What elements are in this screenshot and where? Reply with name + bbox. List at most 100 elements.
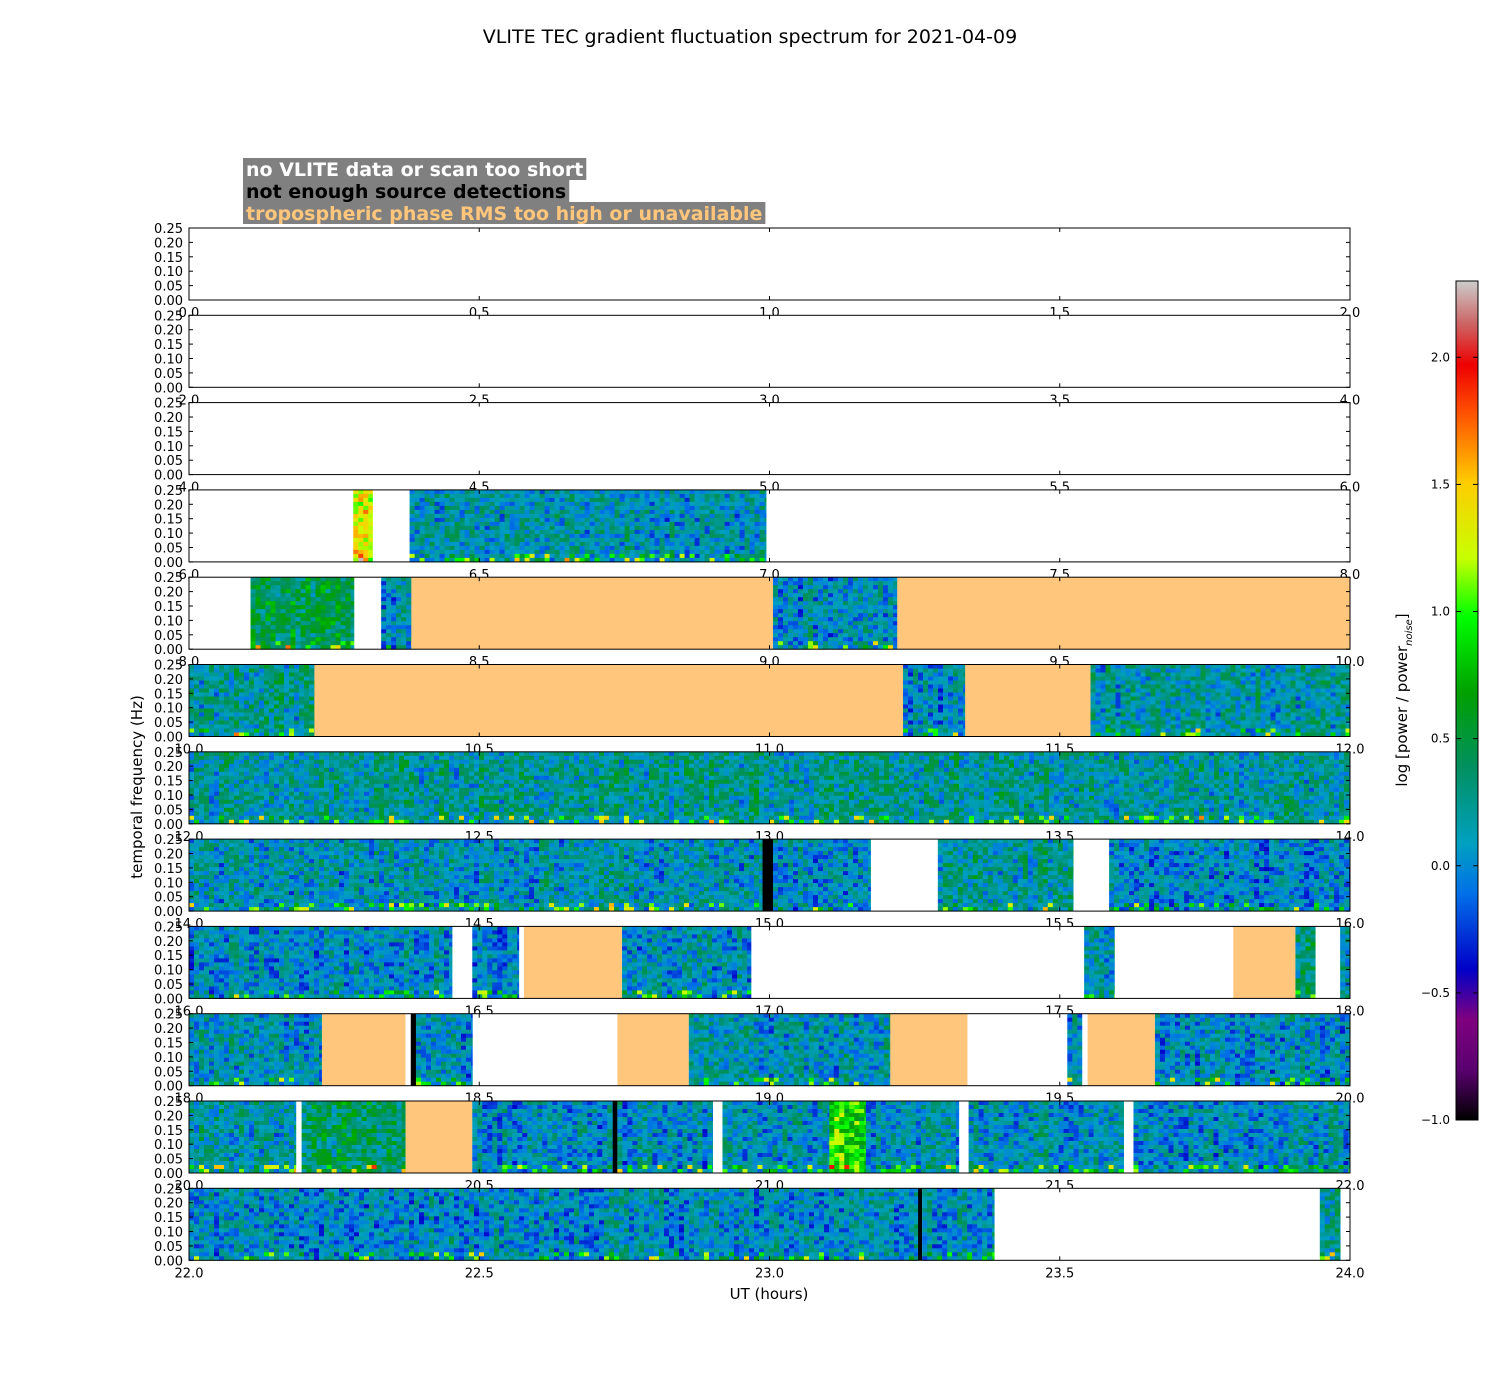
spectrogram-cell bbox=[734, 537, 740, 543]
spectrogram-cell bbox=[284, 708, 290, 713]
spectrogram-cell bbox=[734, 509, 740, 515]
spectrogram-cell bbox=[369, 767, 375, 773]
spectrogram-cell bbox=[249, 724, 255, 729]
spectrogram-cell bbox=[409, 521, 415, 527]
spectrogram-cell bbox=[479, 489, 485, 495]
spectrogram-cell bbox=[744, 537, 750, 543]
spectrogram-cell bbox=[379, 771, 385, 777]
spectrogram-cell bbox=[239, 803, 245, 809]
spectrogram-cell bbox=[479, 533, 485, 539]
spectrogram-cell bbox=[649, 509, 655, 515]
spectrogram-cell bbox=[275, 633, 281, 638]
spectrogram-cell bbox=[504, 549, 510, 555]
spectrogram-cell bbox=[669, 537, 675, 543]
spectrogram-cell bbox=[759, 489, 765, 495]
spectrogram-cell bbox=[619, 517, 625, 523]
spectrogram-cell bbox=[569, 545, 575, 551]
spectrogram-cell bbox=[634, 553, 640, 559]
spectrogram-cell bbox=[524, 533, 530, 539]
spectrogram-cell bbox=[1090, 676, 1096, 681]
spectrogram-cell bbox=[391, 625, 397, 630]
spectrogram-cell bbox=[359, 791, 365, 797]
spectrogram-cell bbox=[534, 489, 540, 495]
spectrogram-cell bbox=[609, 529, 615, 535]
spectrogram-cell bbox=[867, 645, 874, 650]
spectrogram-cell bbox=[584, 497, 590, 503]
spectrogram-cell bbox=[554, 545, 560, 551]
spectrogram-cell bbox=[892, 629, 898, 634]
spectrogram-cell bbox=[797, 633, 804, 638]
spectrogram-cell bbox=[419, 489, 425, 495]
spectrogram-cell bbox=[807, 633, 814, 638]
spectrogram-cell bbox=[406, 589, 412, 594]
spectrogram-cell bbox=[269, 795, 275, 801]
spectrogram-cell bbox=[1205, 720, 1211, 725]
spectrogram-cell bbox=[817, 645, 824, 650]
spectrogram-cell bbox=[359, 783, 365, 789]
spectrogram-cell bbox=[219, 787, 225, 793]
spectrogram-cell bbox=[340, 621, 346, 626]
spectrogram-cell bbox=[887, 597, 894, 602]
spectrogram-cell bbox=[439, 541, 445, 547]
spectrogram-cell bbox=[1155, 712, 1161, 717]
spectrogram-cell bbox=[279, 755, 285, 761]
spectrogram-cell bbox=[837, 633, 844, 638]
spectrogram-cell bbox=[777, 605, 784, 610]
spectrogram-cell bbox=[399, 755, 405, 761]
spectrogram-cell bbox=[852, 601, 859, 606]
spectrogram-cell bbox=[194, 664, 200, 669]
spectrogram-cell bbox=[209, 779, 215, 785]
spectrogram-cell bbox=[340, 597, 346, 602]
spectrogram-cell bbox=[229, 819, 235, 825]
spectrogram-cell bbox=[1265, 712, 1271, 717]
spectrogram-cell bbox=[401, 581, 407, 586]
spectrogram-cell bbox=[285, 601, 291, 606]
spectrogram-cell bbox=[842, 589, 849, 594]
spectrogram-cell bbox=[269, 712, 275, 717]
spectrogram-cell bbox=[1340, 708, 1346, 713]
spectrogram-cell bbox=[807, 589, 814, 594]
spectrogram-cell bbox=[1305, 684, 1311, 689]
spectrogram-cell bbox=[1295, 728, 1301, 733]
spectrogram-cell bbox=[381, 609, 387, 614]
spectrogram-cell bbox=[214, 771, 220, 777]
spectrogram-cell bbox=[244, 815, 250, 821]
spectrogram-cell bbox=[787, 621, 794, 626]
spectrogram-cell bbox=[1265, 728, 1271, 733]
spectrogram-cell bbox=[729, 489, 735, 495]
spectrogram-cell bbox=[719, 537, 725, 543]
spectrogram-cell bbox=[419, 541, 425, 547]
spectrogram-cell bbox=[449, 489, 455, 495]
spectrogram-cell bbox=[310, 645, 316, 650]
spectrogram-cell bbox=[749, 557, 755, 563]
spectrogram-cell bbox=[1125, 680, 1131, 685]
spectrogram-cell bbox=[295, 577, 301, 582]
spectrogram-cell bbox=[264, 676, 270, 681]
spectrogram-cell bbox=[1260, 684, 1266, 689]
spectrogram-cell bbox=[734, 501, 740, 507]
spectrogram-cell bbox=[439, 525, 445, 531]
spectrogram-cell bbox=[659, 517, 665, 523]
spectrogram-cell bbox=[504, 505, 510, 511]
spectrogram-cell bbox=[399, 819, 405, 825]
spectrogram-cell bbox=[1250, 688, 1256, 693]
spectrogram-cell bbox=[304, 716, 310, 721]
spectrogram-cell bbox=[679, 513, 685, 519]
spectrogram-cell bbox=[634, 509, 640, 515]
spectrogram-cell bbox=[674, 525, 680, 531]
spectrogram-cell bbox=[204, 708, 210, 713]
spectrogram-cell bbox=[289, 684, 295, 689]
spectrogram-cell bbox=[1255, 708, 1261, 713]
spectrogram-cell bbox=[1145, 688, 1151, 693]
spectrogram-cell bbox=[1275, 728, 1281, 733]
spectrogram-cell bbox=[504, 557, 510, 563]
spectrogram-cell bbox=[812, 601, 819, 606]
spectrogram-cell bbox=[1220, 724, 1226, 729]
panel-background bbox=[189, 489, 1350, 562]
spectrogram-cell bbox=[1290, 692, 1296, 697]
spectrogram-cell bbox=[559, 541, 565, 547]
spectrogram-cell bbox=[777, 577, 784, 582]
spectrogram-cell bbox=[1165, 676, 1171, 681]
segment-tropo bbox=[411, 577, 773, 650]
spectrogram-cell bbox=[265, 637, 271, 642]
